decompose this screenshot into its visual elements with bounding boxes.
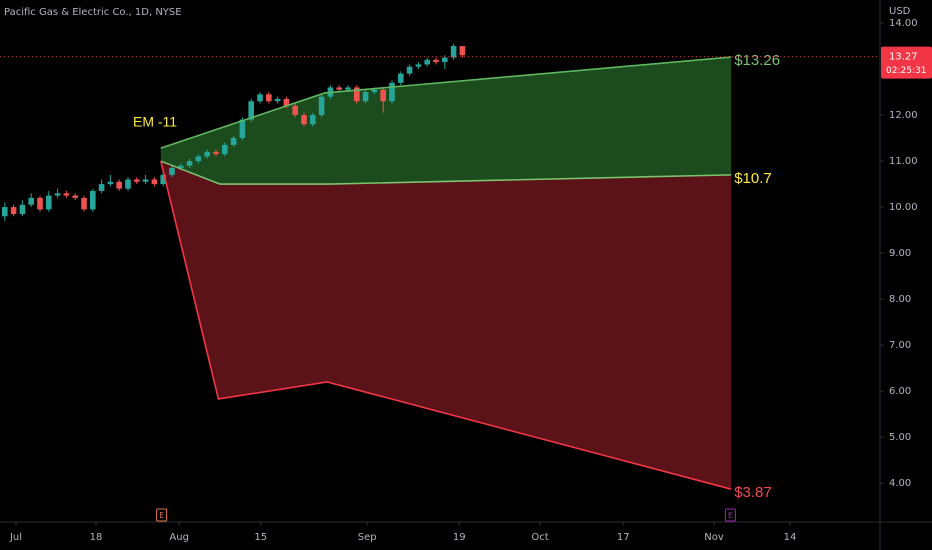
candle-body xyxy=(37,197,43,210)
candle-body xyxy=(345,87,351,90)
candle-body xyxy=(195,156,202,162)
candle-body xyxy=(125,179,131,189)
band-line xyxy=(160,56,732,149)
x-tick-label: 19 xyxy=(453,532,466,543)
candle-body xyxy=(266,94,272,102)
candle-body xyxy=(301,115,307,125)
band-line xyxy=(160,160,732,185)
candle-body xyxy=(442,57,448,63)
band-line xyxy=(160,160,732,490)
candle-body xyxy=(230,138,237,145)
candle-body xyxy=(116,181,122,189)
candle-body xyxy=(389,82,395,102)
y-tick-label: 9.00 xyxy=(889,248,911,259)
event-marker xyxy=(156,508,168,522)
x-tick-label: Oct xyxy=(531,532,548,543)
candle-body xyxy=(450,46,457,58)
y-tick-label: 10.00 xyxy=(889,202,918,213)
band-value-label: $3.87 xyxy=(734,484,772,501)
candle-body xyxy=(151,179,158,185)
x-tick-label: Sep xyxy=(358,532,377,543)
y-tick-label: 6.00 xyxy=(889,386,911,397)
price-tag-countdown: 02:25:31 xyxy=(886,66,926,76)
candle-body xyxy=(81,197,87,210)
annotation: EM -11 xyxy=(133,114,177,130)
candle-body xyxy=(318,96,325,116)
candle-body xyxy=(142,179,149,182)
candle-body xyxy=(248,101,254,120)
candle-body xyxy=(274,98,281,102)
candle-body xyxy=(204,151,210,157)
y-tick-label: 5.00 xyxy=(889,432,911,443)
candle-body xyxy=(406,66,413,74)
candle-body xyxy=(2,207,8,217)
candle-body xyxy=(336,87,342,90)
candle-body xyxy=(398,73,404,83)
candle-body xyxy=(178,165,184,168)
candle-body xyxy=(371,89,378,93)
currency: USD xyxy=(889,6,911,17)
candle-body xyxy=(28,197,34,205)
candle-body xyxy=(283,98,290,106)
candle-body xyxy=(63,193,70,196)
candle-body xyxy=(134,179,140,182)
candle-body xyxy=(46,195,52,210)
candle-body xyxy=(186,161,193,166)
event-marker xyxy=(724,508,736,522)
candle-body xyxy=(169,167,175,175)
event-label: E xyxy=(159,511,164,520)
candle-body xyxy=(362,92,369,102)
y-tick-label: 14.00 xyxy=(889,18,918,29)
candle-body xyxy=(98,184,105,191)
event-label: E xyxy=(728,511,733,520)
candle-body xyxy=(213,151,219,155)
candle-body xyxy=(222,144,228,155)
x-tick-label: 18 xyxy=(90,532,103,543)
candle-body xyxy=(433,59,439,63)
price-tag xyxy=(881,46,932,79)
candle-body xyxy=(10,207,17,214)
candle-body xyxy=(54,193,61,196)
x-tick-label: 14 xyxy=(784,532,797,543)
x-tick-label: Aug xyxy=(169,532,189,543)
band-value-label: $10.7 xyxy=(734,170,772,187)
price-tag-value: 13.27 xyxy=(889,52,918,63)
candle-body xyxy=(239,119,246,139)
candle-body xyxy=(459,46,466,56)
band-value-label: $13.26 xyxy=(734,52,780,69)
candle-body xyxy=(107,181,114,185)
y-tick-label: 8.00 xyxy=(889,294,911,305)
candle-body xyxy=(19,204,26,214)
y-tick-label: 11.00 xyxy=(889,156,918,167)
candle-body xyxy=(310,115,316,125)
band-fill xyxy=(160,161,732,490)
candle-body xyxy=(72,195,78,198)
candle-body xyxy=(90,190,96,210)
candle-body xyxy=(354,87,360,102)
x-tick-label: Jul xyxy=(9,532,22,543)
candle-body xyxy=(424,59,430,65)
candle-body xyxy=(292,105,298,116)
y-tick-label: 12.00 xyxy=(889,110,918,121)
chart-title: Pacific Gas & Electric Co., 1D, NYSE xyxy=(4,7,182,18)
candle-body xyxy=(160,174,166,185)
y-tick-label: 7.00 xyxy=(889,340,911,351)
x-tick-label: Nov xyxy=(704,532,724,543)
x-tick-label: 15 xyxy=(254,532,267,543)
band-fill xyxy=(160,57,732,185)
y-tick-label: 4.00 xyxy=(889,478,911,489)
candle-body xyxy=(257,94,263,102)
candle-body xyxy=(415,64,422,67)
candle-body xyxy=(380,89,386,102)
x-tick-label: 17 xyxy=(617,532,630,543)
